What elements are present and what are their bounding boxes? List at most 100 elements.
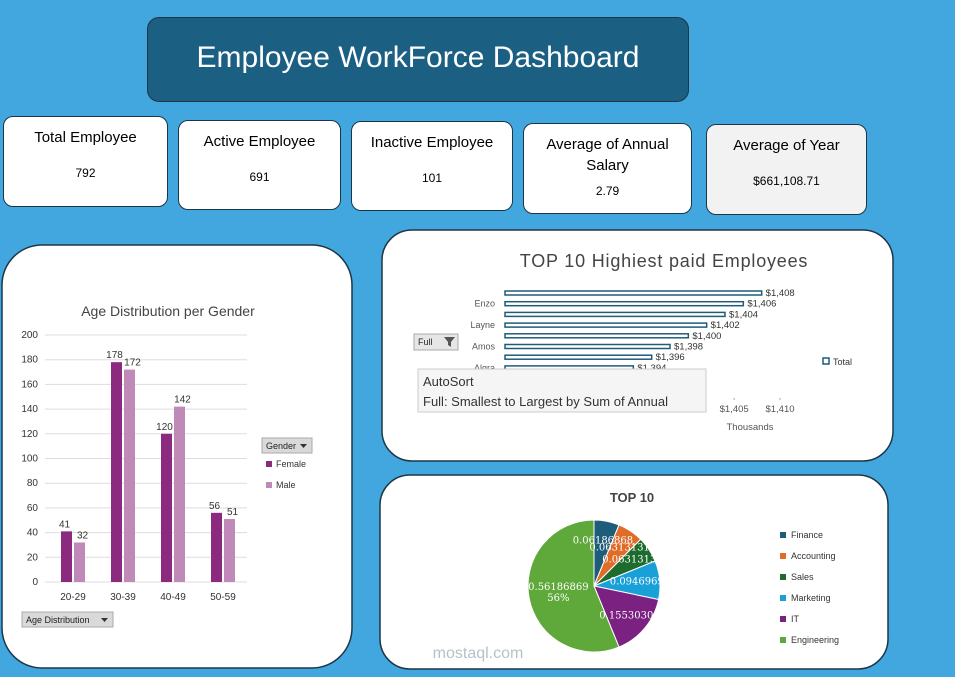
bar [211,512,222,582]
kpi-label: Total Employee [34,129,137,146]
x-tick-label: $1,410 [765,404,794,415]
data-label: 120 [156,422,173,433]
legend-swatch [266,461,272,467]
pie-label: 0.09469697 [609,576,671,588]
data-label: 56 [209,501,221,512]
legend-swatch [780,553,786,559]
bar [504,333,690,339]
y-tick-label: 140 [21,404,38,415]
bar [504,290,763,296]
y-tick-label: 180 [21,355,38,366]
chart-title: TOP 10 [610,490,654,505]
legend-label: Finance [791,530,823,540]
legend-label: Total [833,357,852,367]
data-label: 51 [227,507,239,518]
data-label: 41 [59,519,71,530]
legend-label: Sales [791,572,814,582]
x-tick-label: $1,405 [720,404,749,415]
data-label: $1,396 [656,352,685,363]
kpi-value: 101 [421,171,443,185]
legend-label: Engineering [791,635,839,645]
bar [504,354,653,360]
filter-button-label[interactable]: Gender [266,441,296,451]
kpi-label: Inactive Employee [370,134,494,151]
kpi-label: Average of Year [733,137,840,154]
x-tick-label: 50-59 [210,592,236,603]
y-tick-label: 80 [27,478,39,489]
kpi-card: Average of Year $661,108.71 [706,124,867,215]
pie-slice [593,585,660,648]
y-tick-label: 0 [32,577,38,588]
bar [504,322,708,328]
bar [111,362,122,582]
bar [161,433,172,582]
tooltip-text: Full: Smallest to Largest by Sum of Annu… [423,394,668,409]
legend-swatch [266,482,272,488]
filter-button[interactable] [21,611,114,628]
y-tick-label: Algra [474,363,495,373]
y-tick-label: Amos [472,342,496,352]
pie-label: 0.06186868 [572,535,634,547]
pie-label: 0.15530303 [599,610,660,622]
y-tick-label: 160 [21,379,38,390]
kpi-value: $661,108.71 [753,174,820,188]
kpi-value: 2.79 [595,184,620,198]
kpi-card: Active Employee 691 [178,120,341,210]
bar [504,343,671,350]
legend-swatch [780,574,786,580]
legend-label: Marketing [791,593,831,603]
x-tick-label: 40-49 [160,592,186,603]
watermark: mostaql.com [433,645,524,662]
data-label: $1,398 [674,342,703,353]
data-label: 142 [174,395,191,406]
bar [504,300,745,307]
legend-swatch [780,637,786,643]
data-label: $1,408 [766,288,795,299]
filter-icon [444,337,455,347]
data-label: $1,400 [692,331,721,342]
x-tick-label: 30-39 [110,592,136,603]
legend-swatch [822,357,830,365]
chart-title: TOP 10 Highiest paid Employees [520,251,808,271]
bar [61,531,72,582]
legend-label: Male [276,480,296,490]
y-tick-label: 200 [21,330,38,341]
legend-label: IT [791,614,800,624]
data-label: $1,404 [729,309,758,320]
dropdown-arrow [101,618,108,622]
x-tick-label: 20-29 [60,592,86,603]
filter-button-label[interactable]: Full [418,337,433,347]
y-tick-label: 20 [27,552,39,563]
bar [74,542,85,582]
y-tick-label: Enzo [474,299,495,309]
dropdown-arrow [300,444,307,448]
data-label: 32 [77,530,89,541]
kpi-value: 792 [75,166,96,180]
data-label: 178 [106,350,123,361]
data-label: $1,406 [747,299,776,310]
kpi-value: 691 [249,170,270,184]
legend-swatch [780,616,786,622]
pie-label: 0.56186869 56% [528,582,589,604]
y-tick-label: 60 [27,503,39,514]
legend-swatch [780,595,786,601]
data-label: $1,402 [711,320,740,331]
tooltip [417,368,707,413]
y-tick-label: 40 [27,528,39,539]
pie-label: 0.06313131 [589,542,650,554]
data-label: $1,394 [637,363,666,374]
filter-button[interactable] [261,437,313,454]
filter-button-label[interactable]: Age Distribution [26,615,90,625]
kpi-card: Inactive Employee 101 [351,121,513,211]
kpi-label: Average of Annual Salary [546,136,669,174]
bar [174,406,185,582]
kpi-label: Active Employee [203,133,316,150]
dashboard-title: Employee WorkForce Dashboard [147,17,689,102]
kpi-card: Average of Annual Salary 2.79 [523,123,692,214]
tooltip-title: AutoSort [423,374,474,389]
legend-swatch [780,532,786,538]
bar [224,519,235,582]
x-axis-title: Thousands [726,422,773,433]
